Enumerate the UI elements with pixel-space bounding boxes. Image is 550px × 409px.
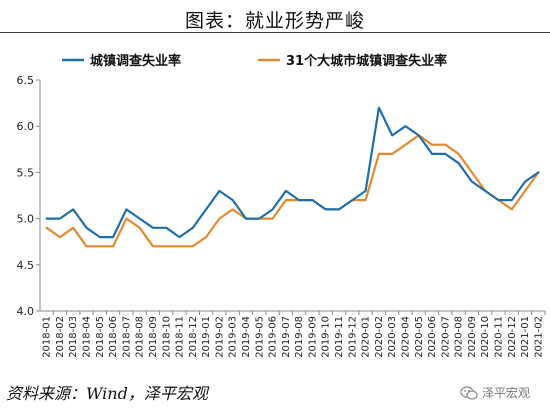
x-tick-label: 2018-06 xyxy=(108,316,119,358)
x-tick-label: 2020-03 xyxy=(387,316,398,358)
x-tick-label: 2019-02 xyxy=(214,316,225,358)
x-tick-label: 2018-12 xyxy=(188,316,199,358)
x-tick-label: 2019-10 xyxy=(321,316,332,358)
x-tick-label: 2020-05 xyxy=(414,316,425,358)
y-axis-ticks: 4.0 4.5 5.0 5.5 6.0 6.5 xyxy=(17,74,40,318)
x-tick-label: 2020-06 xyxy=(427,316,438,358)
x-tick-label: 2020-01 xyxy=(361,316,372,358)
x-tick-label: 2020-09 xyxy=(467,316,478,358)
y-tick-label: 6.0 xyxy=(17,120,35,133)
x-tick-label: 2021-01 xyxy=(520,316,531,358)
line-chart: 4.0 4.5 5.0 5.5 6.0 6.5 2018-01 2018-02 2018-03… xyxy=(17,53,546,358)
x-tick-label: 2020-10 xyxy=(480,316,491,358)
x-tick-label: 2019-11 xyxy=(334,316,345,358)
legend-label: 31个大城市城镇调查失业率 xyxy=(286,53,447,69)
x-tick-label: 2018-01 xyxy=(42,316,53,358)
x-tick-label: 2019-12 xyxy=(347,316,358,358)
x-tick-label: 2019-04 xyxy=(241,316,252,358)
watermark: 泽平宏观 xyxy=(460,384,530,401)
x-tick-label: 2019-09 xyxy=(307,316,318,358)
x-tick-label: 2020-02 xyxy=(374,316,385,358)
series-line xyxy=(45,134,540,248)
y-tick-label: 5.0 xyxy=(17,213,35,226)
x-axis-ticks: 2018-01 2018-02 2018-03 2018-04 2018-05 2018-… xyxy=(42,311,546,358)
x-tick-label: 2019-05 xyxy=(254,316,265,358)
x-tick-label: 2020-12 xyxy=(507,316,518,358)
watermark-text: 泽平宏观 xyxy=(482,386,531,400)
y-tick-label: 4.0 xyxy=(17,305,35,318)
x-tick-label: 2018-11 xyxy=(175,316,186,358)
wechat-icon xyxy=(460,385,478,400)
x-tick-label: 2019-06 xyxy=(268,316,279,358)
series-line xyxy=(45,106,540,239)
x-tick-label: 2018-08 xyxy=(135,316,146,358)
x-tick-label: 2020-08 xyxy=(454,316,465,358)
title-divider xyxy=(0,32,550,33)
x-tick-label: 2018-04 xyxy=(82,316,93,358)
x-tick-label: 2019-08 xyxy=(294,316,305,358)
x-tick-label: 2018-03 xyxy=(68,316,79,358)
x-tick-label: 2018-10 xyxy=(161,316,172,358)
y-tick-label: 6.5 xyxy=(17,74,35,87)
x-tick-label: 2020-07 xyxy=(440,316,451,358)
chart-legend: 城镇调查失业率 31个大城市城镇调查失业率 xyxy=(62,53,447,69)
chart-series-lines xyxy=(45,106,540,248)
y-tick-label: 4.5 xyxy=(17,259,35,272)
x-tick-label: 2018-09 xyxy=(148,316,159,358)
page-title: 图表：就业形势严峻 xyxy=(184,10,365,32)
x-tick-label: 2020-11 xyxy=(493,316,504,358)
x-tick-label: 2019-07 xyxy=(281,316,292,358)
legend-label: 城镇调查失业率 xyxy=(90,53,181,69)
x-tick-label: 2019-01 xyxy=(201,316,212,358)
x-tick-label: 2019-03 xyxy=(228,316,239,358)
x-tick-label: 2018-05 xyxy=(95,316,106,358)
y-tick-label: 5.5 xyxy=(17,166,35,179)
x-tick-label: 2018-02 xyxy=(55,316,66,358)
x-tick-label: 2021-02 xyxy=(533,316,544,358)
x-tick-label: 2018-07 xyxy=(121,316,132,358)
x-tick-label: 2020-04 xyxy=(400,316,411,358)
source-note: 资料来源：Wind，泽平宏观 xyxy=(6,384,208,403)
